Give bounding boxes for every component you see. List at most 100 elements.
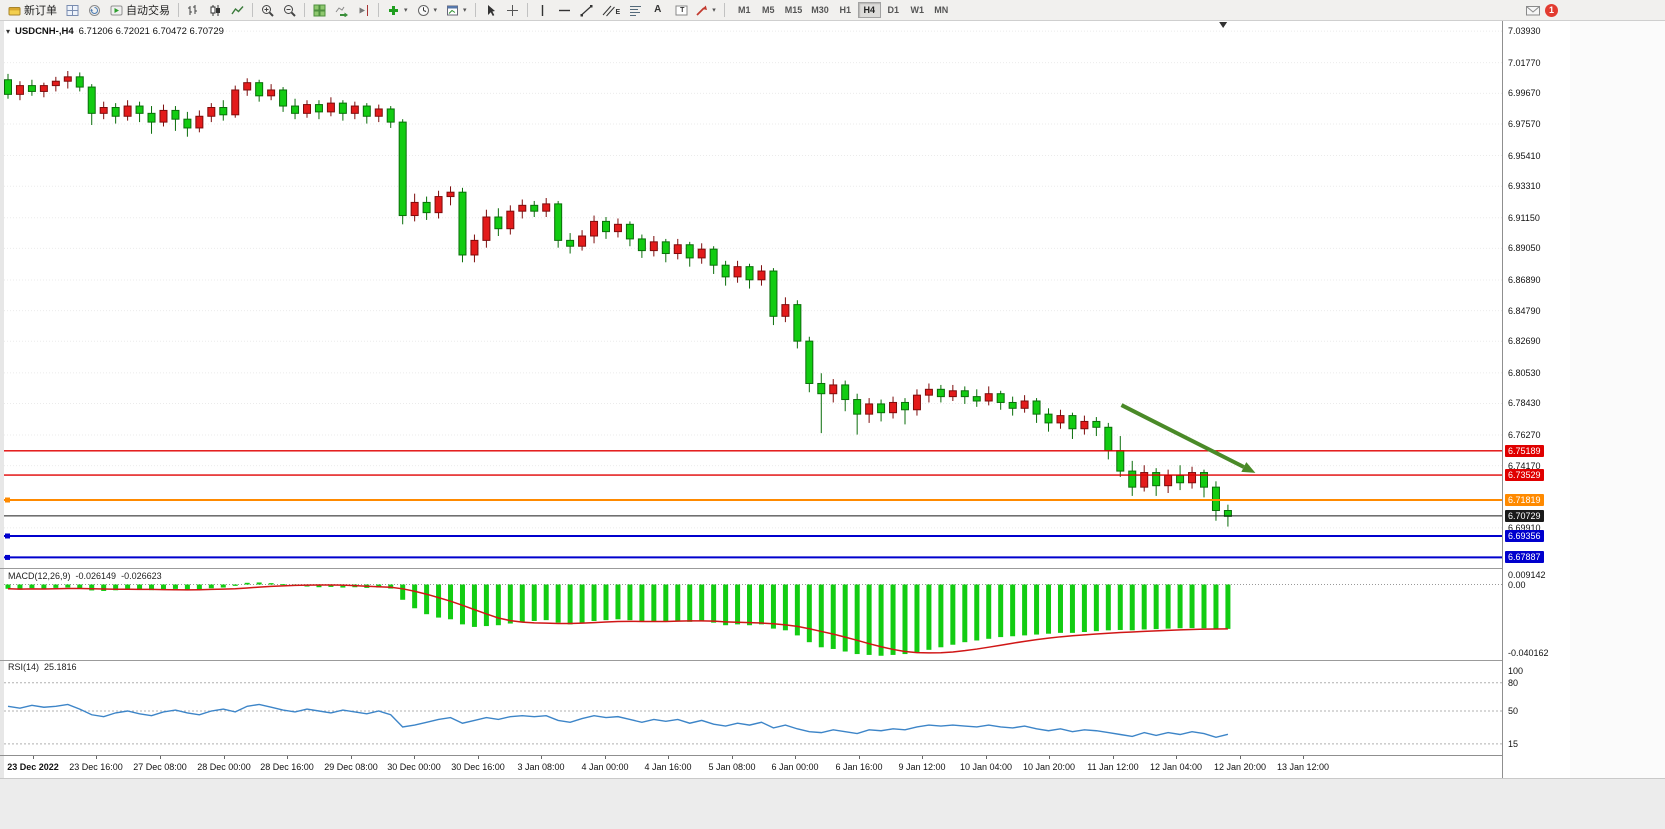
- time-axis-label: 12 Jan 04:00: [1149, 762, 1203, 772]
- horizontal-line-button[interactable]: [554, 1, 575, 19]
- timeframe-h4-button[interactable]: H4: [857, 2, 881, 18]
- timeframe-d1-button[interactable]: D1: [882, 2, 905, 18]
- equidistant-channel-button[interactable]: E: [598, 1, 625, 19]
- toolbar-separator: [723, 3, 725, 17]
- time-tick: [795, 756, 796, 759]
- timeframe-m1-button[interactable]: M1: [733, 2, 756, 18]
- price-chart-canvas[interactable]: [4, 21, 1502, 568]
- crosshair-button[interactable]: [502, 1, 523, 19]
- zoom-in-icon: [262, 4, 274, 17]
- price-tick-label: 6.97570: [1508, 119, 1541, 129]
- price-tick-label: 7.01770: [1508, 57, 1541, 68]
- line-chart-icon: [231, 5, 244, 14]
- time-axis-label: 10 Jan 04:00: [959, 762, 1013, 772]
- auto-scroll-button[interactable]: [331, 1, 352, 19]
- timeframe-m5-button[interactable]: M5: [757, 2, 780, 18]
- auto-trading-label: 自动交易: [126, 5, 170, 17]
- template-icon: [447, 5, 459, 15]
- templates-button[interactable]: ▾: [442, 1, 471, 19]
- horizontal-line-icon: [558, 9, 570, 11]
- indicators-button[interactable]: ▾: [383, 1, 412, 19]
- profiles-icon: [89, 4, 100, 16]
- time-axis-label: 4 Jan 00:00: [581, 762, 629, 772]
- blue-support-line-lower-badge[interactable]: 6.67887: [1505, 551, 1544, 564]
- time-tick: [1176, 756, 1177, 759]
- auto-trading-button[interactable]: 自动交易: [106, 1, 174, 19]
- profiles-button[interactable]: [84, 1, 105, 19]
- vertical-line-button[interactable]: [532, 1, 553, 19]
- price-tick-label: 6.78430: [1508, 398, 1541, 409]
- time-axis-label: 3 Jan 08:00: [517, 762, 565, 772]
- candlestick-chart-button[interactable]: [205, 1, 226, 19]
- resistance-line-upper-badge[interactable]: 6.75189: [1505, 444, 1544, 457]
- arrows-tool-button[interactable]: ▾: [691, 1, 720, 19]
- blue-support-line-lower-handle[interactable]: [5, 554, 10, 560]
- timeframe-mn-button[interactable]: MN: [930, 2, 953, 18]
- macd-histogram: [5, 582, 1231, 656]
- candlestick-chart-icon: [210, 4, 220, 16]
- blue-support-line-upper-handle[interactable]: [5, 533, 10, 539]
- status-bar: [0, 778, 1665, 829]
- trendline-button[interactable]: [576, 1, 597, 19]
- window-left-edge: [0, 21, 4, 778]
- macd-name: MACD(12,26,9): [8, 571, 71, 581]
- time-tick: [1240, 756, 1241, 759]
- timeframe-m30-button[interactable]: M30: [807, 2, 833, 18]
- price-tick-label: 7.03930: [1508, 26, 1541, 37]
- zoom-in-button[interactable]: [257, 1, 278, 19]
- time-tick: [478, 756, 479, 759]
- timeframe-h1-button[interactable]: H1: [834, 2, 857, 18]
- new-order-button[interactable]: 新订单: [4, 1, 61, 19]
- periods-button[interactable]: ▾: [413, 1, 442, 19]
- charts-grid-button[interactable]: [62, 1, 83, 19]
- notification-badge[interactable]: 1: [1545, 3, 1558, 17]
- chart-shift-button[interactable]: [353, 1, 374, 19]
- macd-axis-label: 0.00: [1508, 579, 1526, 590]
- bar-chart-button[interactable]: [183, 1, 204, 19]
- mail-icon[interactable]: [1526, 4, 1540, 17]
- time-axis-label: 5 Jan 08:00: [708, 762, 756, 772]
- time-tick: [986, 756, 987, 759]
- price-tick-label: 6.80530: [1508, 367, 1541, 378]
- rsi-canvas[interactable]: [4, 664, 1502, 755]
- text-label-icon: [675, 5, 688, 15]
- text-label-button[interactable]: T: [669, 1, 690, 19]
- resistance-line-lower-badge[interactable]: 6.73529: [1505, 469, 1544, 482]
- timeframe-m15-button[interactable]: M15: [781, 2, 807, 18]
- chart-window: ▾ USDCNH-,H4 6.71206 6.72021 6.70472 6.7…: [0, 20, 1570, 779]
- zoom-out-icon: [284, 4, 296, 17]
- trend-arrow[interactable]: [1120, 403, 1245, 469]
- price-axis[interactable]: 7.03930 7.01770 6.99670 6.97570 6.95410 6.933…: [1502, 21, 1570, 778]
- time-axis-label: 6 Jan 00:00: [771, 762, 819, 772]
- orange-level-line-badge[interactable]: 6.71819: [1505, 494, 1544, 506]
- macd-main-value: -0.026149: [75, 571, 117, 581]
- panel-separator[interactable]: [0, 568, 1569, 569]
- zoom-out-button[interactable]: [279, 1, 300, 19]
- time-tick: [160, 756, 161, 759]
- chevron-down-icon: ▾: [404, 6, 408, 14]
- orange-level-line-handle[interactable]: [5, 497, 10, 503]
- trend-arrow-head[interactable]: [1241, 462, 1256, 473]
- time-tick: [287, 756, 288, 759]
- timeframe-w1-button[interactable]: W1: [906, 2, 929, 18]
- panel-separator[interactable]: [0, 660, 1569, 661]
- chart-shift-marker[interactable]: [1219, 22, 1228, 28]
- bid-price-line-badge: 6.70729: [1505, 509, 1544, 522]
- macd-label: MACD(12,26,9) -0.026149 -0.026623: [8, 571, 162, 581]
- new-order-icon: [8, 6, 21, 15]
- time-axis-label: 23 Dec 16:00: [69, 762, 123, 772]
- price-tick-label: 6.89050: [1508, 243, 1541, 254]
- cursor-button[interactable]: [480, 1, 501, 19]
- time-tick: [732, 756, 733, 759]
- one-click-trading-toggle[interactable]: ▾: [6, 27, 11, 36]
- rsi-line: [7, 703, 1229, 739]
- fibonacci-button[interactable]: [625, 1, 646, 19]
- time-tick: [541, 756, 542, 759]
- tile-windows-button[interactable]: [309, 1, 330, 19]
- macd-canvas[interactable]: [4, 569, 1502, 660]
- toolbar-separator: [378, 3, 379, 17]
- time-axis[interactable]: 23 Dec 2022 23 Dec 16:00 27 Dec 08:00 28 De…: [4, 756, 1502, 778]
- line-chart-button[interactable]: [227, 1, 248, 19]
- text-tool-button[interactable]: A: [647, 1, 668, 19]
- blue-support-line-upper-badge[interactable]: 6.69356: [1505, 529, 1544, 542]
